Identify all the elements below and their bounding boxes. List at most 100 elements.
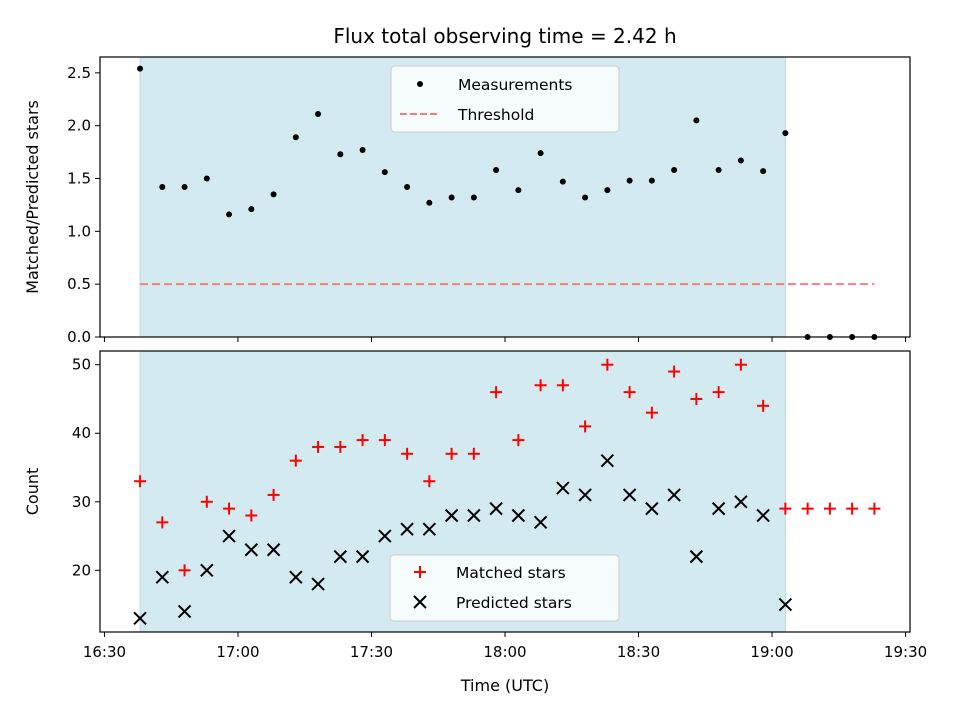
predicted-star-point (355, 549, 370, 564)
predicted-star-point (444, 508, 459, 523)
y-tick-label: 0.5 (67, 275, 91, 293)
predicted-star-point (711, 501, 726, 516)
top-y-ticks: 0.0 0.5 1.0 1.5 2.0 2.5 (67, 64, 100, 346)
top-legend-box (390, 65, 620, 133)
predicted-star-point (311, 577, 325, 591)
matched-star-point (267, 488, 280, 501)
matched-star-point (334, 440, 347, 453)
x-axis-label: Time (UTC) (460, 676, 549, 695)
measurement-point (693, 117, 700, 124)
predicted-star-point (266, 543, 281, 557)
y-tick-label: 40 (72, 424, 91, 442)
matched-star-point (245, 509, 258, 522)
predicted-star-point (177, 604, 192, 619)
top-y-axis-label: Matched/Predicted stars (23, 100, 42, 294)
matched-star-point (401, 447, 414, 460)
predicted-star-point (667, 488, 681, 502)
predicted-star-point (200, 563, 214, 578)
y-tick-label: 20 (72, 561, 91, 579)
matched-star-point (156, 516, 169, 529)
measurement-point (404, 183, 411, 190)
y-tick-label: 2.5 (67, 64, 91, 82)
matched-star-point (223, 502, 236, 515)
x-stroke-b (689, 549, 704, 564)
matched-star-points (134, 358, 881, 577)
matched-star-point (134, 475, 147, 488)
legend-marker-measurements (417, 81, 423, 87)
matched-star-point (579, 420, 592, 433)
matched-star-point (801, 502, 814, 515)
bottom-x-ticks: 16:30 17:00 17:30 18:00 18:30 19:00 19:30 (83, 632, 927, 661)
matched-star-point (289, 454, 302, 467)
x-stroke-b (556, 481, 570, 495)
y-tick-label: 1.5 (67, 170, 91, 188)
matched-star-point (779, 502, 792, 515)
measurement-point (782, 130, 789, 137)
measurement-point (493, 167, 500, 174)
matched-star-point (645, 406, 658, 419)
x-stroke-b (467, 508, 481, 523)
x-stroke-b (756, 508, 770, 523)
chart-title: Flux total observing time = 2.42 h (333, 24, 676, 48)
predicted-star-point (289, 570, 303, 584)
measurement-point (181, 183, 188, 190)
measurement-point (737, 157, 744, 164)
measurement-point (292, 134, 299, 141)
x-tick-label: 17:30 (350, 643, 393, 661)
matched-star-point (846, 502, 859, 515)
x-stroke-b (355, 549, 370, 564)
x-stroke-b (734, 495, 748, 509)
matched-star-point (312, 440, 325, 453)
matched-star-point (423, 475, 436, 488)
predicted-star-point (578, 488, 592, 502)
predicted-star-point (756, 508, 770, 523)
matched-star-point (512, 434, 525, 447)
measurement-point (337, 151, 344, 158)
matched-star-point (668, 365, 681, 378)
predicted-star-point (333, 549, 348, 564)
measurement-point (426, 199, 433, 206)
measurement-point (448, 194, 455, 201)
predicted-star-point (155, 570, 170, 584)
matched-star-point (823, 502, 836, 515)
x-stroke-b (711, 501, 726, 516)
x-stroke-b (289, 570, 303, 584)
measurement-point (203, 175, 210, 182)
x-stroke-b (311, 577, 325, 591)
measurement-point (604, 187, 611, 194)
x-stroke-b (177, 604, 192, 619)
matched-star-point (623, 386, 636, 399)
measurement-point (226, 211, 233, 218)
bottom-legend: Matched stars Predicted stars (389, 554, 620, 622)
x-stroke-b (533, 515, 548, 530)
predicted-star-point (645, 501, 659, 516)
predicted-star-point (422, 522, 437, 536)
x-stroke-b (778, 597, 793, 612)
measurement-point (359, 146, 366, 153)
legend-label-threshold: Threshold (457, 106, 534, 124)
predicted-star-point (622, 488, 637, 502)
measurement-point (537, 150, 544, 157)
matched-star-point (178, 564, 191, 577)
x-tick-label: 16:30 (83, 643, 126, 661)
y-tick-label: 2.0 (67, 117, 91, 135)
matched-star-point (556, 379, 569, 392)
x-stroke-b (266, 543, 281, 557)
matched-star-point (467, 447, 480, 460)
x-tick-label: 18:00 (483, 643, 526, 661)
measurement-point (715, 167, 722, 174)
matched-star-point (445, 447, 458, 460)
x-tick-label: 19:30 (884, 643, 927, 661)
x-tick-label: 19:00 (750, 643, 793, 661)
y-tick-label: 0.0 (67, 328, 91, 346)
matched-star-point (868, 502, 881, 515)
matched-star-point (734, 358, 747, 371)
matched-star-point (534, 379, 547, 392)
matched-star-point (490, 386, 503, 399)
matched-star-point (757, 399, 770, 412)
x-stroke-b (511, 508, 526, 523)
measurement-point (159, 183, 166, 190)
predicted-star-point (600, 453, 615, 468)
predicted-star-point (778, 597, 793, 612)
